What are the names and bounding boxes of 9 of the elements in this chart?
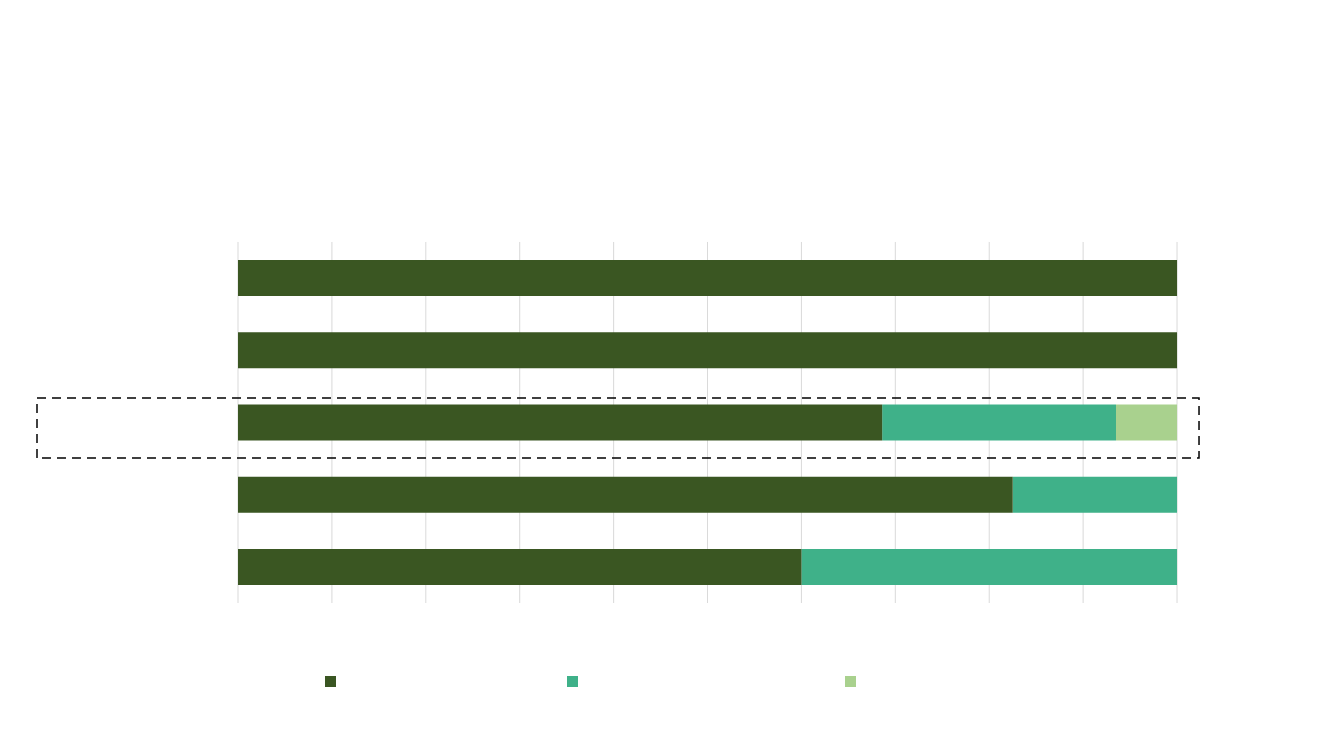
bar (1115, 404, 1178, 441)
bar (238, 404, 883, 441)
bar (238, 476, 1013, 513)
bar (238, 332, 1178, 369)
bar (1012, 476, 1178, 513)
bar (238, 260, 1178, 297)
bar (882, 404, 1116, 441)
bar (238, 548, 802, 585)
bar (801, 548, 1178, 585)
